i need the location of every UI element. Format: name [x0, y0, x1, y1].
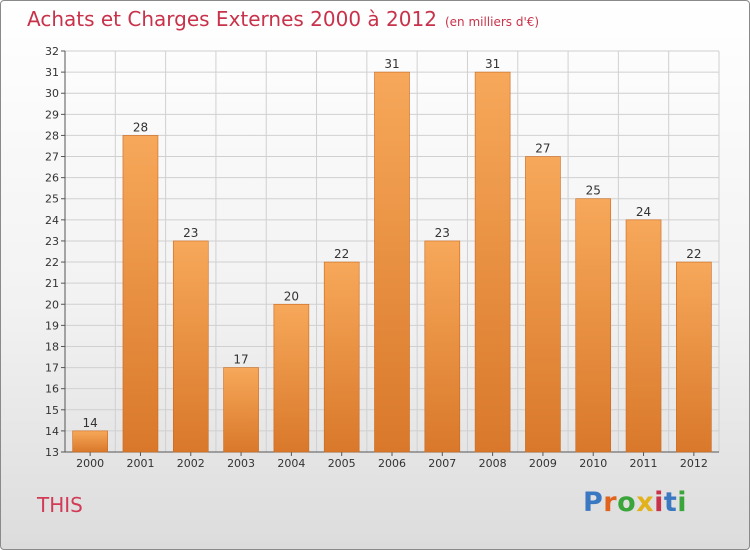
data-label: 14	[83, 416, 98, 430]
y-tick-label: 27	[45, 151, 59, 164]
bar	[223, 367, 259, 453]
logo-letter: x	[636, 487, 655, 518]
chart-title: Achats et Charges Externes 2000 à 2012 (e…	[27, 7, 539, 31]
bars	[72, 71, 712, 453]
y-tick-label: 16	[45, 383, 59, 396]
y-tick-label: 31	[45, 66, 59, 79]
x-tick-label: 2001	[126, 457, 154, 470]
y-tick-label: 25	[45, 193, 59, 206]
bar	[625, 219, 662, 453]
bar	[424, 240, 461, 453]
y-tick-label: 32	[45, 45, 59, 58]
y-tick-label: 15	[45, 404, 59, 417]
commune-name: THIS	[37, 493, 83, 517]
y-tick-label: 28	[45, 129, 59, 142]
x-tick-label: 2012	[680, 457, 708, 470]
logo-letter: t	[663, 487, 678, 518]
x-tick-label: 2005	[328, 457, 356, 470]
y-tick-label: 18	[45, 340, 59, 353]
bar	[72, 430, 108, 453]
logo-letter: i	[654, 487, 664, 518]
y-tick-label: 19	[45, 319, 59, 332]
y-tick-label: 29	[45, 108, 59, 121]
y-tick-label: 24	[45, 214, 59, 227]
data-labels: 14 28 23 17 20 22 31 23 31 27 25 24 22	[83, 57, 702, 430]
bar	[323, 261, 360, 453]
logo-letter: o	[617, 487, 637, 518]
title-text: Achats et Charges Externes 2000 à 2012	[27, 7, 437, 31]
y-tick-label: 13	[45, 446, 59, 459]
x-tick-label: 2002	[177, 457, 205, 470]
title-unit: (en milliers d'€)	[444, 15, 540, 29]
y-tick-label: 26	[45, 172, 59, 185]
bar	[575, 198, 612, 453]
x-tick-label: 2008	[479, 457, 507, 470]
x-tick-label: 2007	[428, 457, 456, 470]
data-label: 23	[183, 226, 198, 240]
x-tick-label: 2009	[529, 457, 557, 470]
y-tick-label: 23	[45, 235, 59, 248]
data-label: 23	[435, 226, 450, 240]
bar	[122, 135, 159, 453]
y-tick-label: 20	[45, 298, 59, 311]
data-label: 22	[686, 247, 701, 261]
x-tick-label: 2010	[579, 457, 607, 470]
data-label: 25	[586, 184, 601, 198]
logo-letter: r	[603, 487, 618, 518]
data-label: 24	[636, 205, 651, 219]
x-tick-label: 2006	[378, 457, 406, 470]
data-label: 20	[284, 289, 299, 303]
logo-letter: P	[583, 487, 604, 518]
y-tick-label: 21	[45, 277, 59, 290]
data-label: 31	[384, 57, 399, 71]
bar	[525, 156, 561, 453]
data-label: 17	[233, 353, 248, 367]
x-tick-label: 2003	[227, 457, 255, 470]
data-label: 28	[133, 120, 148, 134]
x-tick-label: 2000	[76, 457, 104, 470]
bar	[474, 71, 511, 453]
y-tick-label: 14	[45, 425, 59, 438]
bar	[374, 71, 410, 453]
data-label: 22	[334, 247, 349, 261]
bar	[676, 261, 712, 453]
y-tick-label: 17	[45, 362, 59, 375]
x-tick-label: 2011	[630, 457, 658, 470]
bar	[273, 303, 310, 453]
bar	[172, 240, 209, 453]
logo-letter: i	[677, 487, 688, 518]
x-tick-label: 2004	[277, 457, 305, 470]
y-tick-label: 22	[45, 256, 59, 269]
data-label: 27	[535, 142, 550, 156]
y-tick-label: 30	[45, 87, 59, 100]
data-label: 31	[485, 57, 500, 71]
proxiti-logo: Proxiti	[583, 487, 687, 518]
